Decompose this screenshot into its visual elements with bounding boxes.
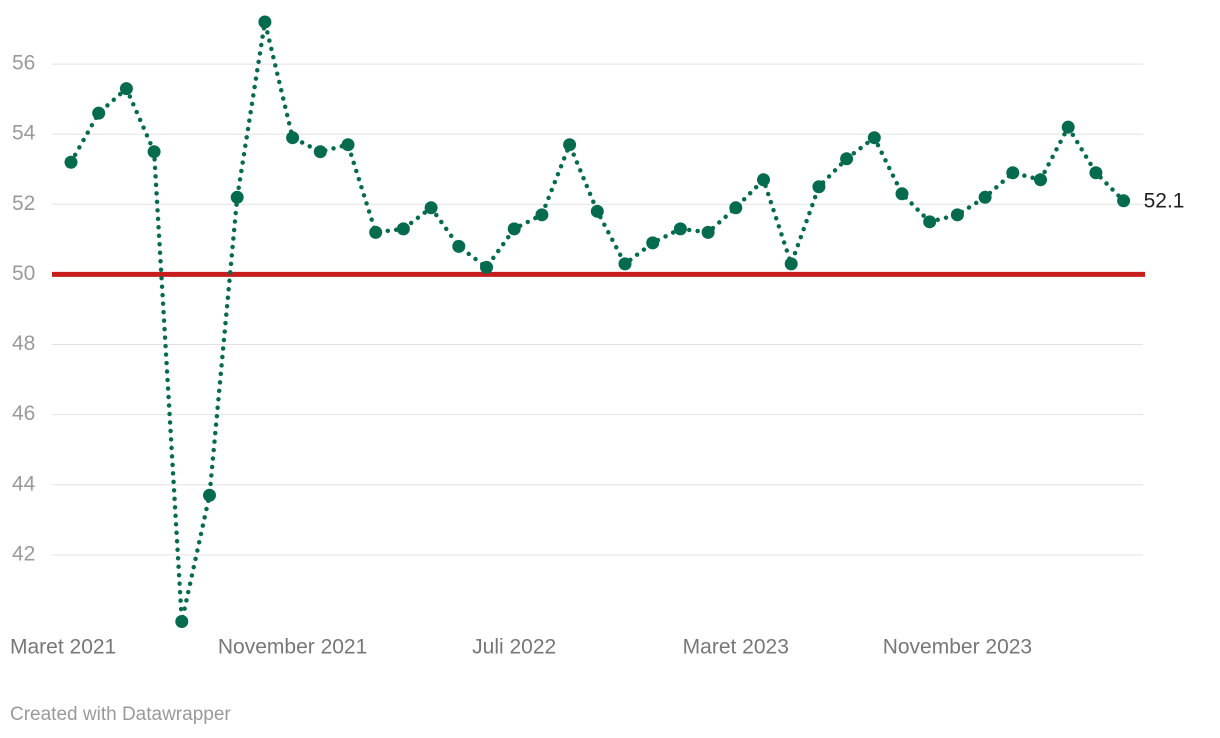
point [424,201,438,215]
credit: Created with Datawrapper [10,704,231,725]
point [313,145,327,159]
x-tick-label: November 2021 [218,636,367,659]
point [673,222,687,236]
point [396,222,410,236]
point [286,131,300,145]
point [369,225,383,239]
point [175,614,189,628]
point [64,155,78,169]
point [950,208,964,222]
point [230,190,244,204]
point [923,215,937,229]
y-tick-label: 48 [12,332,35,355]
point [258,15,272,29]
point [757,173,770,187]
y-tick-label: 56 [12,52,35,75]
point [618,257,632,271]
y-tick-label: 50 [12,262,35,285]
point [119,82,133,96]
point [147,145,161,159]
x-tick-label: Maret 2021 [10,636,116,659]
y-tick-label: 46 [12,402,35,425]
point [1034,173,1047,187]
point [978,190,992,204]
point [729,201,743,215]
point [895,187,909,201]
point [92,106,106,120]
point [590,204,604,218]
y-tick-label: 54 [12,122,36,145]
point [1006,166,1020,180]
point [535,208,549,222]
y-tick-label: 42 [12,542,35,565]
point [452,239,466,253]
point [867,131,881,145]
point [701,225,715,239]
point [563,138,577,152]
y-tick-label: 52 [12,192,35,215]
series-line [68,21,1126,622]
point [1117,194,1131,208]
x-tick-label: Juli 2022 [472,636,556,659]
point [646,236,660,250]
y-tick-label: 44 [12,472,36,495]
point [1061,120,1075,134]
point [507,222,521,236]
point [203,488,216,502]
x-tick-label: Maret 2023 [683,636,789,659]
point [784,257,798,271]
point [812,180,826,194]
end-label: 52.1 [1144,189,1185,212]
point [1089,166,1103,180]
point [341,138,355,152]
point [840,152,854,166]
point [480,260,493,274]
x-tick-label: November 2023 [883,636,1032,659]
